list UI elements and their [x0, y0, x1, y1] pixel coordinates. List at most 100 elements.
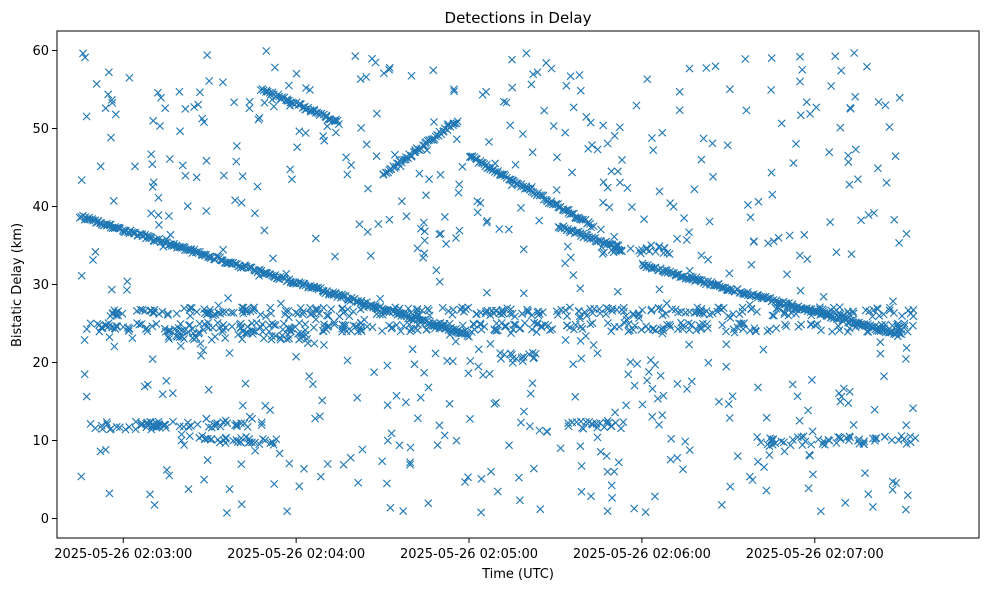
detection-point — [876, 349, 885, 358]
detection-point — [416, 393, 425, 402]
detection-point — [225, 485, 234, 494]
detection-point — [482, 218, 491, 227]
detection-point — [746, 213, 755, 222]
detection-point — [431, 349, 440, 358]
detection-point — [343, 170, 352, 179]
detection-point — [588, 319, 597, 328]
detection-point — [498, 170, 507, 179]
detection-point — [413, 414, 422, 423]
detection-point — [505, 441, 513, 450]
detection-point — [853, 319, 862, 328]
detection-point — [224, 294, 233, 303]
detection-point — [292, 69, 301, 78]
detection-point — [178, 161, 187, 170]
detection-point — [877, 320, 886, 329]
detection-point — [565, 303, 574, 312]
detection-point — [396, 162, 405, 171]
detection-point — [319, 303, 328, 312]
detection-point — [193, 247, 202, 256]
detection-point — [577, 322, 586, 331]
detection-point — [704, 255, 713, 264]
detection-point — [851, 323, 860, 332]
detection-point — [435, 421, 444, 430]
detection-point — [845, 387, 854, 396]
detection-point — [563, 242, 572, 251]
detection-point — [763, 327, 772, 336]
detection-point — [901, 505, 910, 514]
detection-point — [754, 197, 763, 206]
y-axis: 0 10 20 30 40 50 60 — [32, 44, 57, 527]
detection-point — [804, 484, 813, 493]
detection-point — [267, 335, 276, 344]
detection-point — [518, 357, 527, 366]
detection-point — [176, 127, 185, 136]
detection-point — [474, 362, 483, 371]
detection-point — [200, 475, 209, 484]
detection-point — [452, 324, 461, 333]
detection-point — [485, 369, 494, 378]
detection-point — [420, 227, 429, 236]
detection-point — [204, 422, 213, 431]
detection-point — [588, 309, 597, 317]
detection-point — [622, 401, 631, 410]
detection-point — [723, 141, 732, 150]
detection-point — [468, 152, 477, 161]
detection-point — [902, 421, 911, 430]
detection-point — [147, 209, 156, 218]
detection-point — [525, 422, 534, 431]
detection-point — [745, 472, 754, 481]
detection-point — [533, 308, 542, 317]
detection-point — [836, 310, 845, 319]
detection-point — [154, 220, 163, 229]
detection-point — [619, 303, 628, 312]
detection-point — [779, 438, 788, 447]
detection-point — [595, 305, 604, 314]
detection-point — [453, 117, 462, 126]
detection-point — [754, 383, 762, 392]
detection-point — [508, 358, 517, 367]
detection-point — [470, 325, 479, 334]
detection-point — [270, 63, 279, 72]
detection-point — [894, 436, 903, 445]
detection-point — [266, 303, 275, 312]
detection-point — [255, 271, 264, 280]
detection-point — [236, 438, 245, 447]
detection-point — [146, 306, 154, 315]
detection-point — [506, 121, 515, 130]
detection-point — [647, 263, 656, 272]
detection-point — [371, 304, 380, 312]
detection-point — [423, 146, 431, 155]
detection-point — [827, 82, 836, 90]
detection-point — [466, 414, 474, 423]
detection-point — [268, 438, 277, 447]
detection-point — [655, 187, 664, 196]
detection-point — [880, 372, 888, 381]
detection-point — [807, 320, 816, 329]
detection-point — [383, 361, 392, 370]
detection-point — [363, 227, 372, 236]
detection-point — [535, 216, 544, 225]
detection-point — [617, 424, 625, 433]
detection-point — [528, 379, 537, 388]
detection-point — [383, 401, 392, 410]
detection-point — [589, 341, 598, 349]
detection-point — [279, 319, 288, 328]
x-tick-label: 2025-05-26 02:03:00 — [54, 547, 192, 562]
detection-point — [162, 235, 171, 244]
detection-point — [318, 396, 327, 405]
detection-point — [247, 438, 256, 447]
detection-point — [708, 139, 717, 148]
detection-point — [311, 315, 320, 324]
detection-point — [476, 320, 485, 329]
detection-point — [214, 301, 223, 310]
detection-point — [697, 304, 706, 313]
detection-point — [254, 115, 263, 124]
detection-point — [486, 339, 495, 348]
detection-point — [178, 332, 187, 341]
detection-point — [673, 234, 682, 243]
detection-point — [204, 385, 213, 394]
detection-point — [372, 109, 381, 118]
detection-point — [584, 144, 593, 153]
detection-point — [533, 68, 542, 77]
detection-point — [482, 288, 491, 297]
